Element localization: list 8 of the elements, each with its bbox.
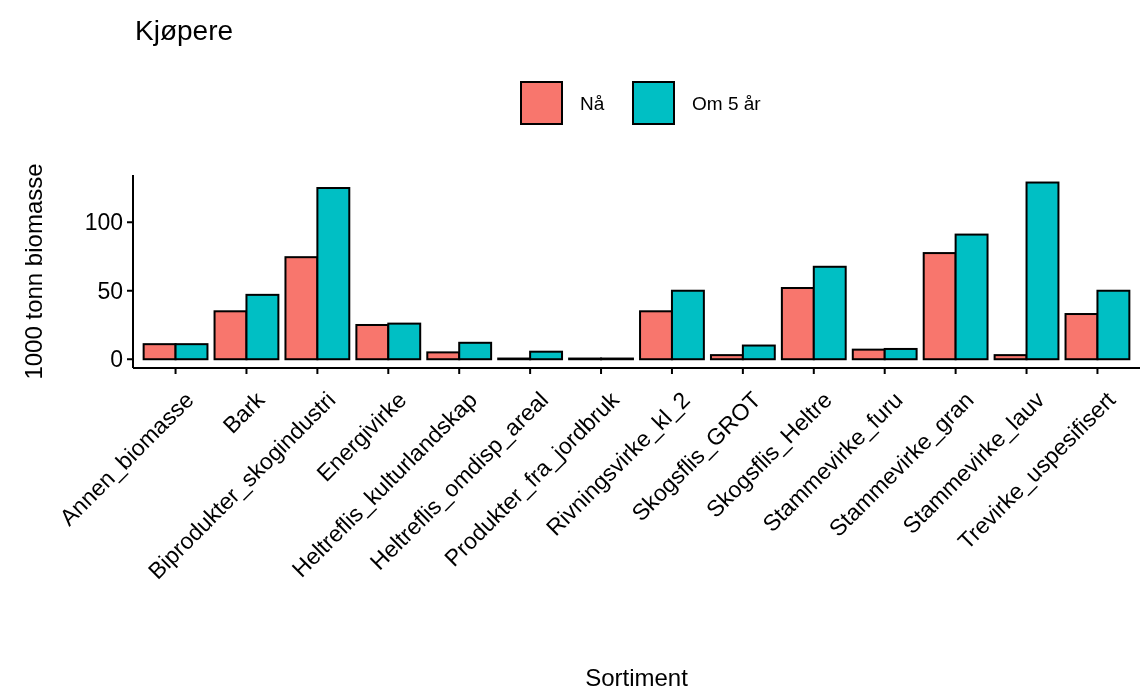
y-tick-label: 50 — [97, 277, 123, 304]
x-axis-title: Sortiment — [585, 664, 689, 691]
y-tick-label: 0 — [110, 346, 123, 373]
chart-title: Kjøpere — [135, 15, 234, 46]
legend-label: Om 5 år — [692, 93, 762, 114]
legend-label: Nå — [580, 93, 605, 114]
y-axis-title: 1000 tonn biomasse — [20, 163, 47, 380]
y-tick-label: 100 — [84, 209, 123, 236]
